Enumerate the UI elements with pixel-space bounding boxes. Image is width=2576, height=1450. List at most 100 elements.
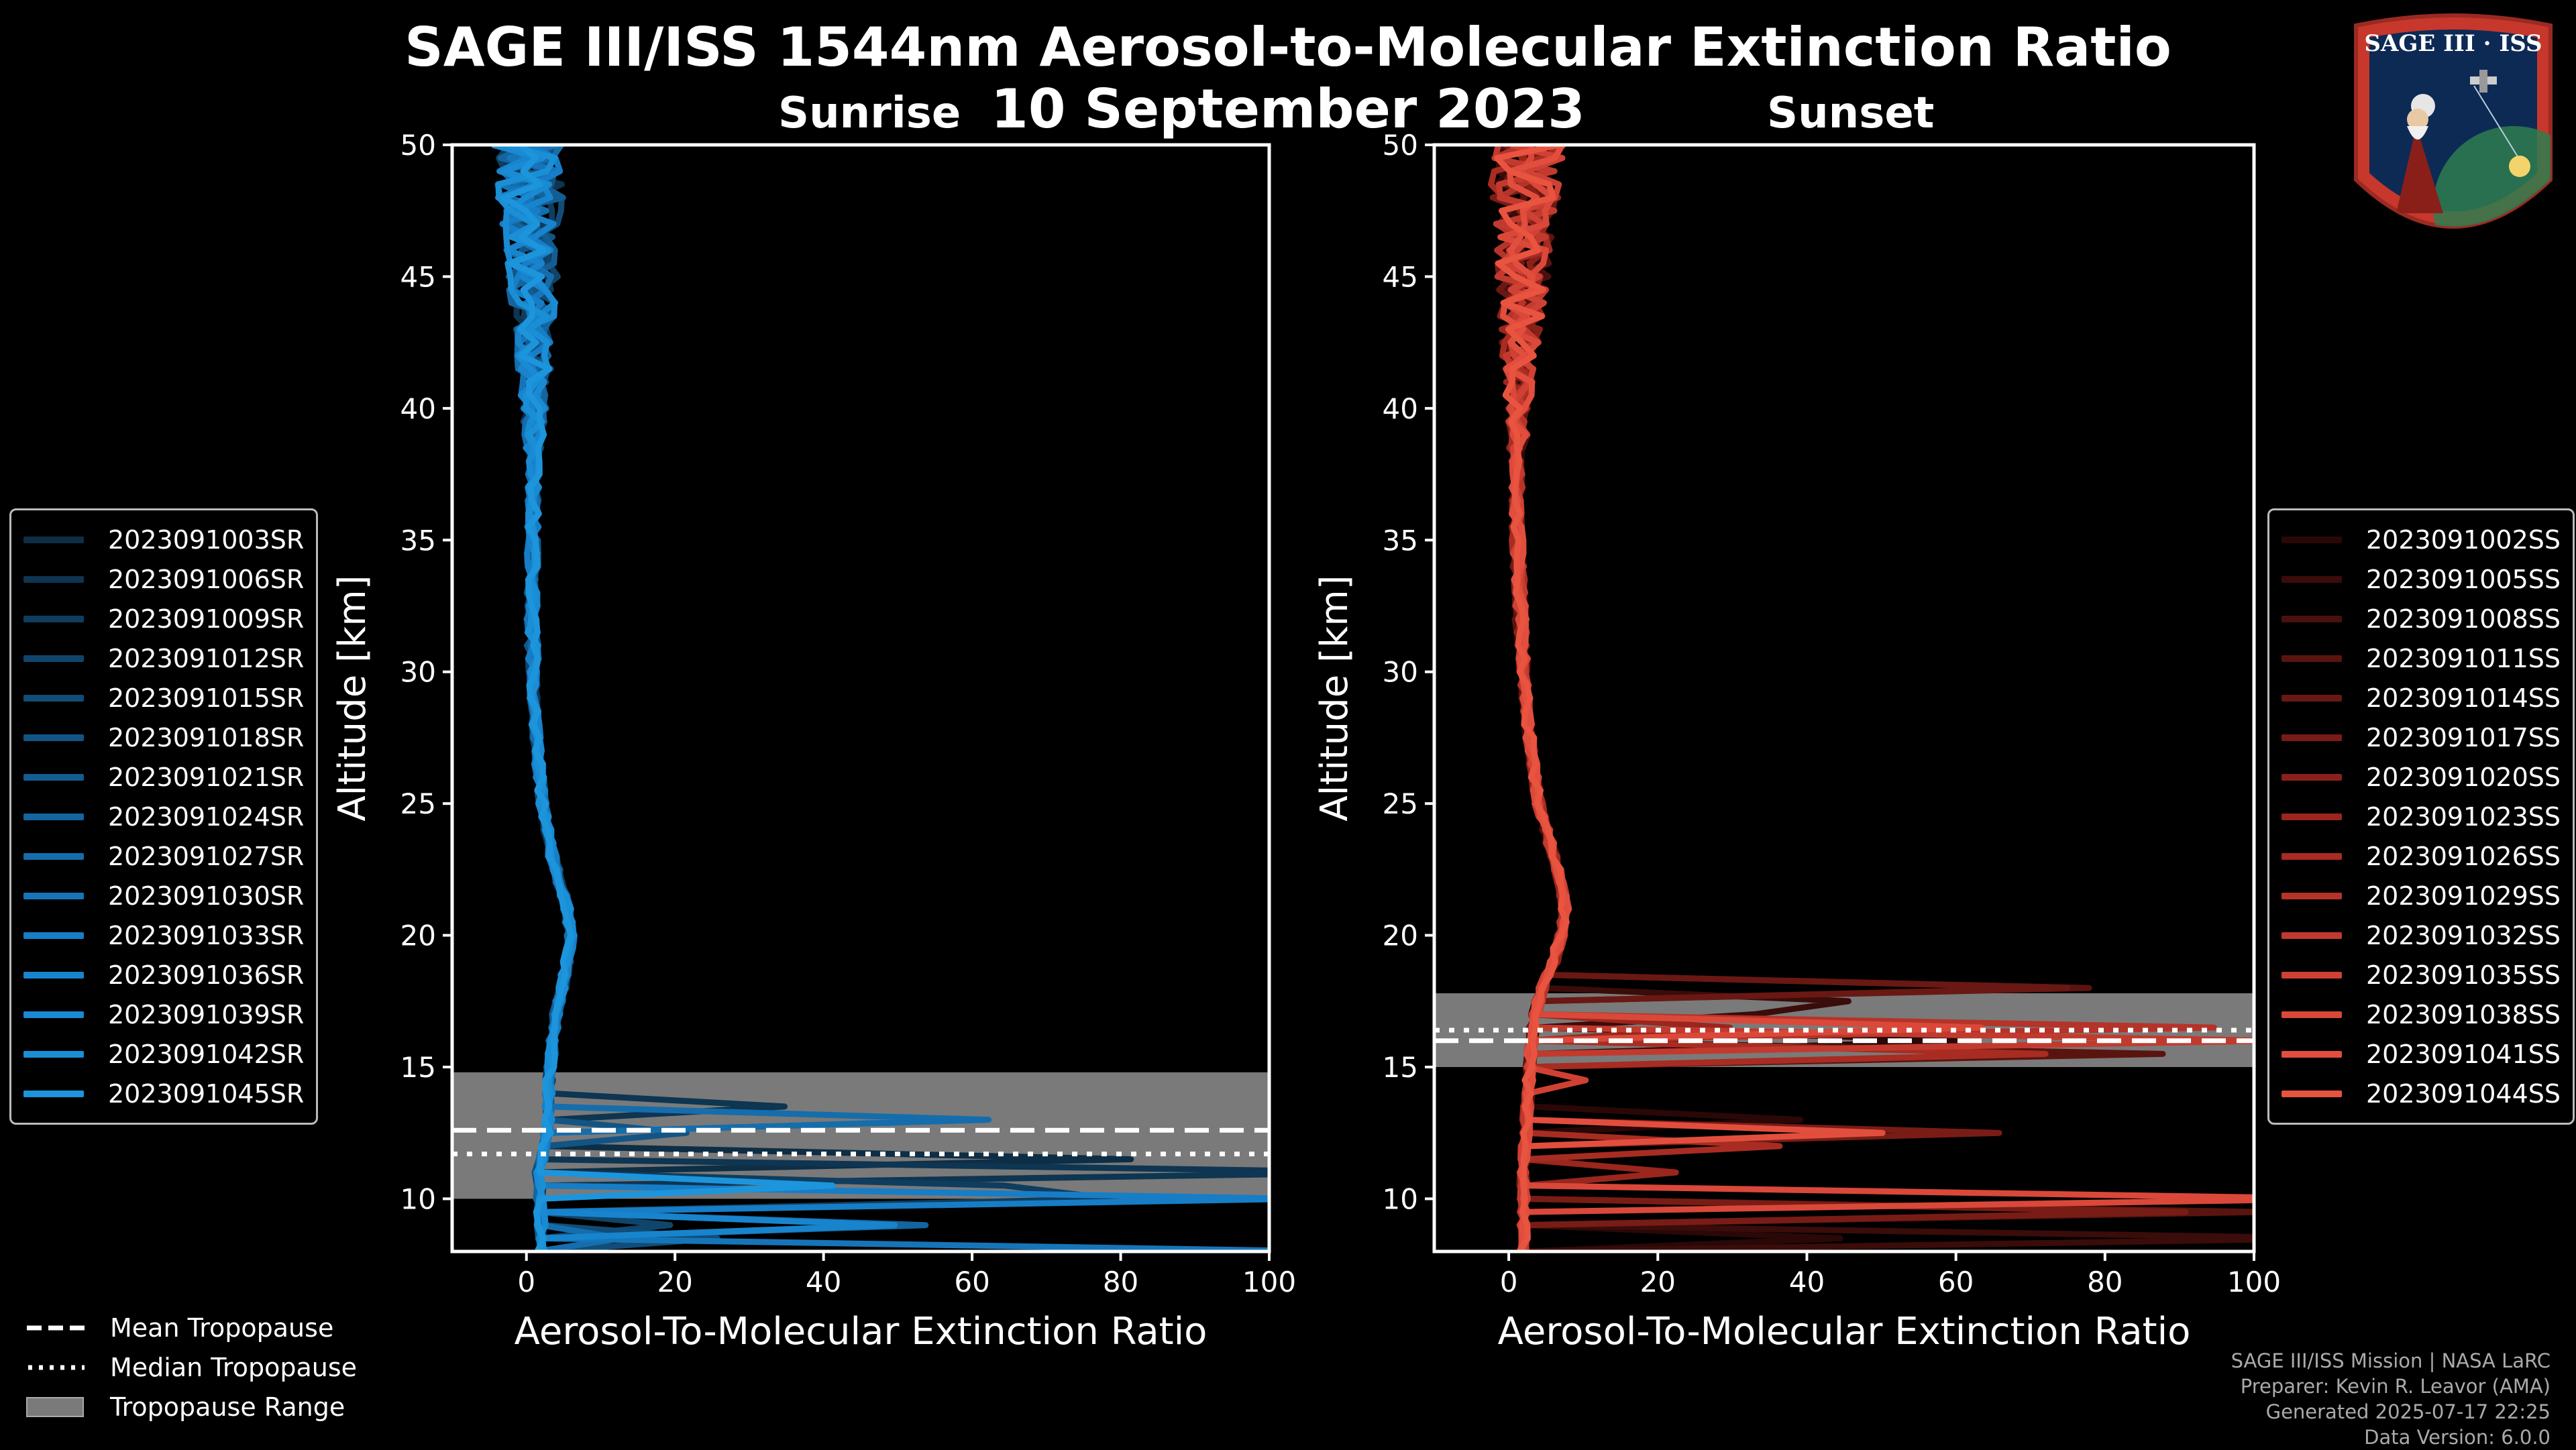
legend-label: 2023091014SS (2366, 683, 2561, 713)
y-tick-label: 20 (1383, 919, 1418, 952)
series-line-2023091032SS (1492, 145, 2254, 1251)
legend-item-2023091033SR: 2023091033SR (23, 915, 304, 955)
legend-label: 2023091008SS (2366, 604, 2561, 634)
legend-item-2023091009SR: 2023091009SR (23, 599, 304, 638)
legend-label: 2023091021SR (108, 762, 305, 792)
legend-label: 2023091005SS (2366, 564, 2561, 594)
chart-date: 10 September 2023 (991, 78, 1585, 140)
series-line-2023091029SS (1491, 145, 2217, 1251)
legend-label: 2023091018SR (108, 722, 305, 752)
legend-label: 2023091012SR (108, 643, 305, 673)
y-tick-label: 50 (1383, 129, 1418, 162)
y-tick-label: 45 (400, 260, 436, 293)
panel-sr: 0 20 40 60 80 100 10 15 20 25 30 35 40 45 50 Aerosol-To… (331, 129, 1296, 1353)
sunset-legend: 2023091002SS 2023091005SS 2023091008SS 2023… (2267, 508, 2575, 1125)
legend-label: 2023091042SR (108, 1039, 305, 1069)
legend-item-2023091038SS: 2023091038SS (2282, 995, 2561, 1034)
legend-item-2023091011SS: 2023091011SS (2282, 638, 2561, 678)
series-line-2023091044SS (1494, 145, 1570, 1251)
y-tick-label: 10 (1383, 1182, 1418, 1215)
x-tick-label: 100 (2227, 1266, 2281, 1298)
legend-item-2023091035SS: 2023091035SS (2282, 955, 2561, 995)
legend-item-2023091017SS: 2023091017SS (2282, 718, 2561, 757)
series-group (1488, 145, 2254, 1251)
legend-swatch (2282, 734, 2342, 741)
y-tick-label: 50 (400, 129, 436, 162)
legend-item-2023091039SR: 2023091039SR (23, 995, 304, 1034)
y-tick-label: 40 (400, 392, 436, 425)
legend-swatch (2282, 1090, 2342, 1097)
x-tick-label: 80 (1103, 1266, 1138, 1298)
legend-label: 2023091035SS (2366, 960, 2561, 990)
legend-label: 2023091038SS (2366, 999, 2561, 1029)
legend-item-2023091027SR: 2023091027SR (23, 836, 304, 876)
legend-swatch (2282, 1011, 2342, 1018)
x-tick-label: 0 (517, 1266, 535, 1298)
legend-swatch (2282, 536, 2342, 543)
x-tick-label: 40 (1789, 1266, 1825, 1298)
x-tick-label: 40 (806, 1266, 841, 1298)
legend-item-2023091032SS: 2023091032SS (2282, 915, 2561, 955)
y-axis-label: Altitude [km] (1313, 575, 1356, 821)
legend-item-2023091044SS: 2023091044SS (2282, 1074, 2561, 1113)
legend-item-2023091005SS: 2023091005SS (2282, 559, 2561, 599)
legend-swatch (23, 694, 84, 702)
y-tick-label: 15 (1383, 1051, 1418, 1084)
legend-swatch (23, 615, 84, 622)
legend-label: 2023091039SR (108, 999, 305, 1029)
legend-swatch (2282, 575, 2342, 583)
legend-label: 2023091045SR (108, 1078, 305, 1109)
legend-item-2023091024SR: 2023091024SR (23, 797, 304, 836)
legend-label: 2023091033SR (108, 920, 305, 950)
x-tick-label: 60 (954, 1266, 989, 1298)
legend-swatch (2282, 694, 2342, 702)
plot-frame (450, 143, 1271, 1253)
dotted-line-swatch (28, 1365, 85, 1370)
x-tick-label: 20 (657, 1266, 692, 1298)
x-tick-label: 0 (1500, 1266, 1518, 1298)
legend-swatch (23, 892, 84, 899)
legend-swatch (23, 773, 84, 781)
legend-item-2023091023SS: 2023091023SS (2282, 797, 2561, 836)
y-axis-label: Altitude [km] (331, 575, 374, 821)
legend-swatch (23, 575, 84, 583)
y-tick-label: 40 (1383, 392, 1418, 425)
series-group (491, 145, 1269, 1251)
sunrise-panel-title: Sunrise (778, 89, 961, 138)
legend-item-2023091045SR: 2023091045SR (23, 1074, 304, 1113)
legend-label: 2023091026SS (2366, 841, 2561, 871)
y-tick-label: 45 (1383, 260, 1418, 293)
legend-swatch (23, 971, 84, 979)
y-tick-label: 30 (400, 656, 436, 689)
sage-iii-iss-logo: SAGE III · ISS (2354, 13, 2553, 229)
series-line-2023091038SS (1497, 145, 2254, 1251)
legend-label: 2023091044SS (2366, 1078, 2561, 1109)
x-tick-label: 100 (1242, 1266, 1296, 1298)
legend-label: 2023091020SS (2366, 762, 2561, 792)
tropopause-legend: Mean Tropopause Median Tropopause Tropop… (25, 1308, 357, 1427)
series-line-2023091008SS (1495, 145, 2254, 1251)
series-line-2023091014SS (1496, 145, 2071, 1251)
legend-item-2023091026SS: 2023091026SS (2282, 836, 2561, 876)
legend-item-2023091003SR: 2023091003SR (23, 520, 304, 559)
legend-label: 2023091002SS (2366, 524, 2561, 555)
tropopause-range-legend-item: Tropopause Range (25, 1387, 357, 1427)
credit-preparer: Preparer: Kevin R. Leavor (AMA) (2240, 1375, 2551, 1398)
band-swatch (26, 1396, 84, 1417)
legend-swatch (2282, 615, 2342, 622)
legend-label: 2023091011SS (2366, 643, 2561, 673)
legend-item-2023091012SR: 2023091012SR (23, 638, 304, 678)
x-axis-label: Aerosol-To-Molecular Extinction Ratio (1498, 1310, 2191, 1353)
legend-item-2023091006SR: 2023091006SR (23, 559, 304, 599)
legend-label: 2023091029SS (2366, 881, 2561, 911)
credit-generated: Generated 2025-07-17 22:25 (2265, 1400, 2551, 1423)
legend-label: 2023091015SR (108, 683, 305, 713)
legend-swatch (23, 1011, 84, 1018)
dashed-line-swatch (27, 1325, 85, 1330)
legend-swatch (2282, 773, 2342, 781)
series-line-2023091005SS (1495, 145, 2254, 1251)
legend-swatch (2282, 1050, 2342, 1058)
legend-label: 2023091024SR (108, 801, 305, 832)
legend-item-2023091030SR: 2023091030SR (23, 876, 304, 915)
legend-item-2023091021SR: 2023091021SR (23, 757, 304, 797)
